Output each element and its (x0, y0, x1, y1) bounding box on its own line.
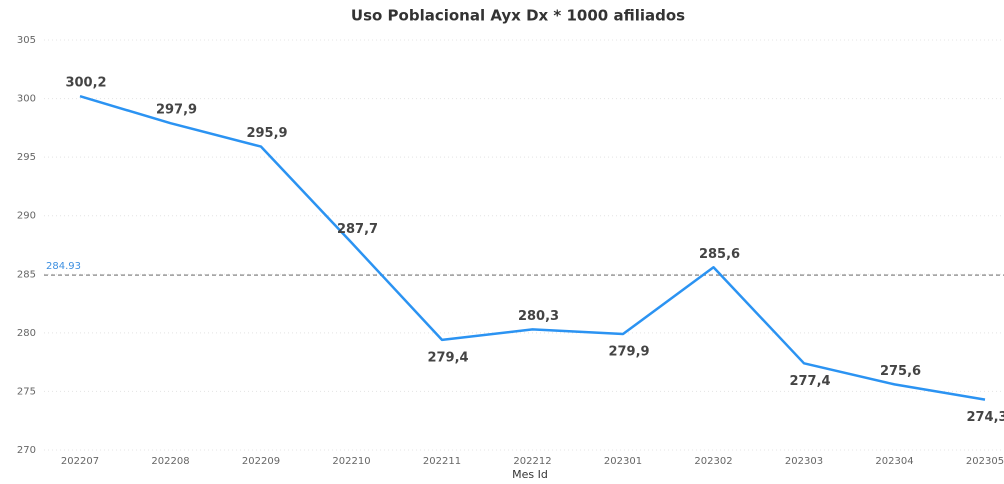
x-tick-label: 202208 (151, 456, 189, 467)
data-label: 300,2 (65, 76, 106, 91)
average-label: 284.93 (46, 261, 81, 272)
y-tick-label: 285 (17, 269, 36, 280)
x-tick-label: 202211 (423, 456, 461, 467)
x-tick-label: 202209 (242, 456, 280, 467)
chart-title: Uso Poblacional Ayx Dx * 1000 afiliados (351, 7, 685, 25)
data-label: 275,6 (880, 364, 921, 379)
y-tick-label: 280 (17, 328, 36, 339)
x-tick-label: 202210 (332, 456, 370, 467)
data-label: 287,7 (337, 222, 378, 237)
x-tick-label: 202207 (61, 456, 99, 467)
data-label: 280,3 (518, 309, 559, 324)
data-label: 279,9 (608, 345, 649, 360)
y-tick-label: 305 (17, 35, 36, 46)
x-tick-label: 202305 (966, 456, 1004, 467)
data-label: 285,6 (699, 247, 740, 262)
x-tick-label: 202303 (785, 456, 823, 467)
y-tick-label: 275 (17, 386, 36, 397)
x-tick-label: 202301 (604, 456, 642, 467)
data-label: 277,4 (789, 374, 830, 389)
x-tick-label: 202212 (513, 456, 551, 467)
y-tick-label: 270 (17, 445, 36, 456)
x-tick-label: 202302 (694, 456, 732, 467)
y-tick-label: 295 (17, 152, 36, 163)
y-tick-label: 300 (17, 94, 36, 105)
data-label: 274,3 (966, 410, 1004, 425)
data-label: 297,9 (156, 103, 197, 118)
x-axis-label: Mes Id (512, 468, 548, 480)
data-label: 279,4 (427, 350, 468, 365)
data-label: 295,9 (246, 126, 287, 141)
y-tick-label: 290 (17, 211, 36, 222)
x-tick-label: 202304 (875, 456, 913, 467)
line (79, 95, 986, 401)
